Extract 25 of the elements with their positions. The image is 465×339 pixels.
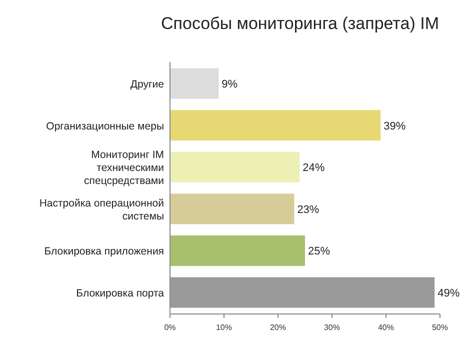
x-tick-label: 30%: [324, 323, 340, 332]
data-label: 9%: [222, 78, 238, 91]
x-tick-label: 20%: [270, 323, 286, 332]
y-tick-label: Другие: [130, 78, 164, 91]
x-tick-label: 10%: [216, 323, 232, 332]
bar: [170, 235, 305, 266]
data-label: 23%: [297, 204, 320, 216]
data-label: 24%: [302, 162, 325, 174]
x-tick-label: 0%: [164, 323, 176, 332]
data-label: 49%: [438, 287, 460, 300]
x-tick-label: 50%: [432, 323, 448, 332]
data-label: 25%: [308, 246, 330, 258]
bar: [170, 110, 381, 141]
bar: [170, 152, 300, 182]
bar: [170, 277, 435, 308]
y-tick-label: Организационные меры: [46, 120, 164, 132]
y-tick-label: Блокировка приложения: [44, 246, 164, 258]
chart-title: Способы мониторинга (запрета) IM: [161, 14, 439, 33]
y-tick-label: Настройка операционной системы: [39, 197, 164, 222]
bar: [170, 68, 219, 99]
data-label: 39%: [384, 120, 406, 132]
x-tick-label: 40%: [378, 323, 394, 332]
y-tick-label: Мониторинг IM техническими спецсредствами: [84, 149, 164, 188]
y-tick-label: Блокировка порта: [76, 287, 164, 300]
bar: [170, 194, 294, 224]
